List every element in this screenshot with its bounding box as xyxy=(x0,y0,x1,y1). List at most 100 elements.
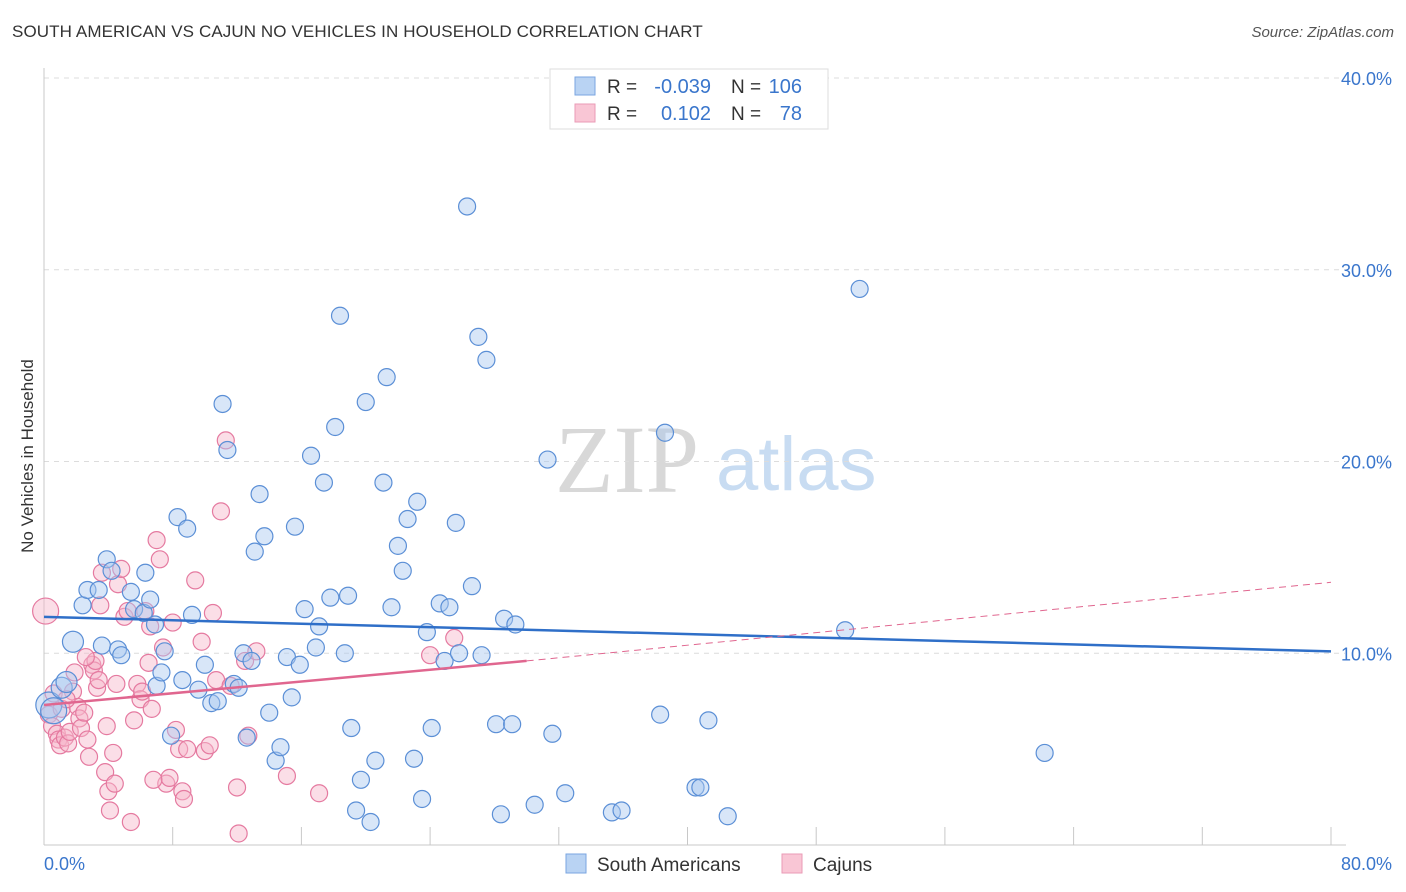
cajun-point[interactable] xyxy=(65,663,84,682)
south-american-point[interactable] xyxy=(398,509,417,529)
cajun-point[interactable] xyxy=(211,502,231,521)
south-american-point[interactable] xyxy=(282,688,301,707)
south-american-point[interactable] xyxy=(440,598,459,617)
cajun-point[interactable] xyxy=(76,647,95,667)
south-american-point[interactable] xyxy=(61,630,85,653)
south-american-point[interactable] xyxy=(97,550,116,569)
cajun-point[interactable] xyxy=(174,789,194,809)
south-american-point[interactable] xyxy=(412,789,432,809)
south-american-point[interactable] xyxy=(374,473,393,492)
south-american-point[interactable] xyxy=(195,655,214,674)
south-american-point[interactable] xyxy=(208,692,227,711)
cajun-point[interactable] xyxy=(163,613,182,632)
south-american-point[interactable] xyxy=(1035,743,1054,763)
south-american-point[interactable] xyxy=(408,492,427,511)
south-american-point[interactable] xyxy=(92,636,112,655)
south-american-point[interactable] xyxy=(651,705,670,724)
south-american-point[interactable] xyxy=(152,663,171,682)
south-american-point[interactable] xyxy=(538,450,557,469)
south-american-point[interactable] xyxy=(295,600,314,619)
south-american-point[interactable] xyxy=(382,598,401,617)
cajun-point[interactable] xyxy=(195,741,214,761)
south-american-point[interactable] xyxy=(356,392,375,412)
south-american-point[interactable] xyxy=(495,609,514,628)
south-american-point[interactable] xyxy=(338,586,358,605)
south-american-point[interactable] xyxy=(491,805,510,824)
south-american-point[interactable] xyxy=(393,561,412,580)
legend-swatch-south-americans[interactable] xyxy=(565,853,587,874)
cajun-point[interactable] xyxy=(166,720,186,740)
south-american-point[interactable] xyxy=(699,711,718,730)
south-american-point[interactable] xyxy=(102,561,121,580)
cajun-point[interactable] xyxy=(59,734,78,753)
south-american-point[interactable] xyxy=(314,473,334,492)
legend-swatch-cajuns[interactable] xyxy=(781,853,803,874)
cajun-point[interactable] xyxy=(203,603,223,623)
south-american-point[interactable] xyxy=(446,513,465,532)
cajun-point[interactable] xyxy=(79,747,99,766)
south-american-point[interactable] xyxy=(290,655,309,674)
south-american-point[interactable] xyxy=(472,646,491,665)
cajun-point[interactable] xyxy=(139,653,158,672)
cajun-point[interactable] xyxy=(71,718,91,738)
cajun-point[interactable] xyxy=(160,768,179,787)
south-american-point[interactable] xyxy=(718,807,737,826)
cajun-point[interactable] xyxy=(445,628,464,648)
south-american-point[interactable] xyxy=(422,718,441,738)
south-american-point[interactable] xyxy=(306,638,325,657)
cajun-point[interactable] xyxy=(97,717,116,736)
south-american-point[interactable] xyxy=(430,594,449,613)
south-american-point[interactable] xyxy=(141,590,160,609)
south-american-point[interactable] xyxy=(242,651,261,671)
south-american-point[interactable] xyxy=(309,617,329,636)
south-american-point[interactable] xyxy=(250,484,269,504)
cajun-point[interactable] xyxy=(89,670,108,690)
south-american-point[interactable] xyxy=(321,588,340,607)
cajun-point[interactable] xyxy=(107,674,126,694)
cajun-point[interactable] xyxy=(105,774,124,793)
south-american-point[interactable] xyxy=(525,795,544,814)
cajun-point[interactable] xyxy=(78,730,97,749)
south-american-point[interactable] xyxy=(346,801,366,820)
south-american-point[interactable] xyxy=(449,644,469,663)
cajun-point[interactable] xyxy=(75,703,94,722)
south-american-point[interactable] xyxy=(691,778,710,797)
south-american-point[interactable] xyxy=(330,306,350,325)
south-american-point[interactable] xyxy=(271,738,290,757)
cajun-point[interactable] xyxy=(277,766,297,786)
cajun-point[interactable] xyxy=(91,596,110,615)
cajun-point[interactable] xyxy=(100,801,120,820)
south-american-point[interactable] xyxy=(136,563,155,582)
south-american-point[interactable] xyxy=(155,642,174,661)
south-american-point[interactable] xyxy=(326,417,345,437)
south-american-point[interactable] xyxy=(124,600,144,619)
south-american-point[interactable] xyxy=(260,703,279,722)
south-american-point[interactable] xyxy=(503,715,522,734)
south-american-point[interactable] xyxy=(108,640,128,659)
legend-label-cajuns[interactable]: Cajuns xyxy=(813,855,872,876)
cajun-point[interactable] xyxy=(32,597,60,625)
south-american-point[interactable] xyxy=(404,749,424,768)
south-american-point[interactable] xyxy=(377,368,396,387)
south-american-point[interactable] xyxy=(388,536,408,555)
south-american-point[interactable] xyxy=(121,582,140,601)
cajun-point[interactable] xyxy=(86,651,105,671)
south-american-point[interactable] xyxy=(213,394,232,414)
south-american-point[interactable] xyxy=(469,327,488,346)
south-american-point[interactable] xyxy=(301,446,321,465)
south-american-point[interactable] xyxy=(173,670,192,690)
south-american-point[interactable] xyxy=(73,596,92,615)
cajun-point[interactable] xyxy=(192,632,211,651)
south-american-point[interactable] xyxy=(543,724,562,743)
cajun-point[interactable] xyxy=(147,531,166,550)
south-american-point[interactable] xyxy=(335,644,354,663)
south-american-point[interactable] xyxy=(237,728,256,747)
south-american-point[interactable] xyxy=(89,580,108,600)
south-american-point[interactable] xyxy=(462,577,482,596)
south-american-point[interactable] xyxy=(161,726,181,745)
legend-label-south-americans[interactable]: South Americans xyxy=(597,855,741,876)
cajun-point[interactable] xyxy=(87,678,107,697)
south-american-point[interactable] xyxy=(245,542,264,561)
cajun-point[interactable] xyxy=(178,740,197,759)
cajun-point[interactable] xyxy=(229,824,248,843)
